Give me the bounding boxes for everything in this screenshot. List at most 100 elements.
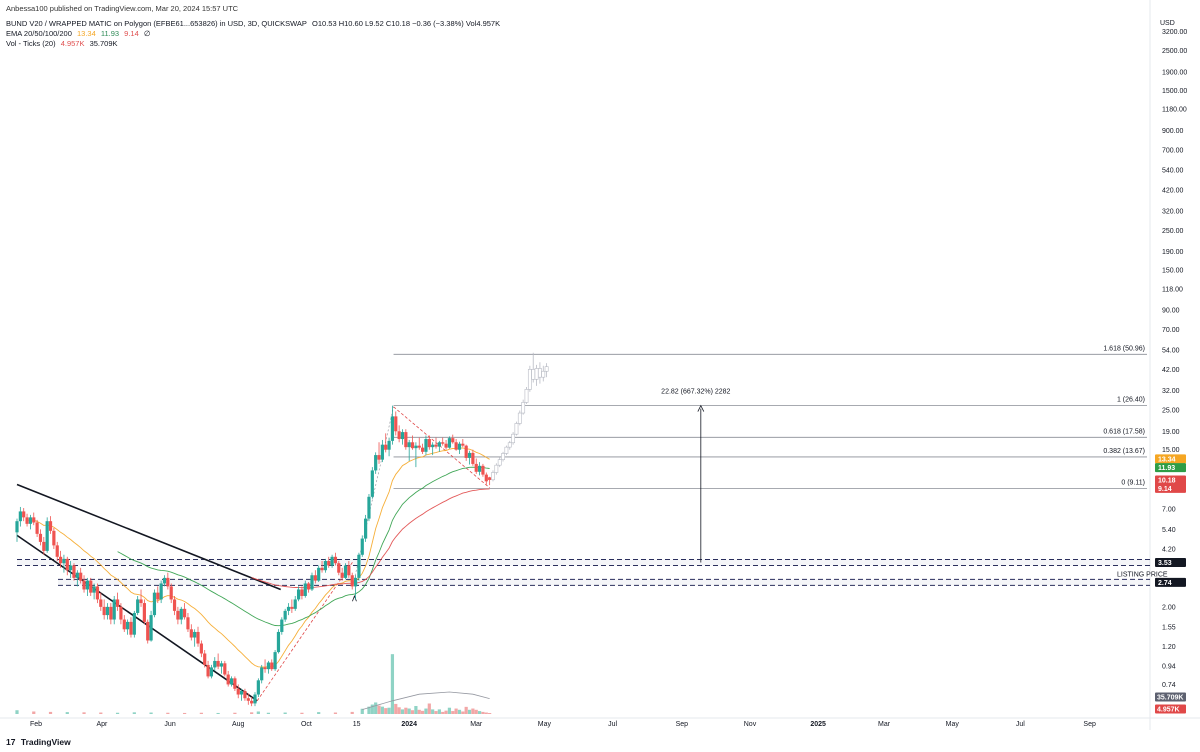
candle-body (414, 445, 418, 449)
y-tick-label: 7.00 (1162, 507, 1176, 514)
ema-200-value: ∅ (143, 29, 151, 38)
candle-body (384, 444, 388, 450)
candle-body (89, 580, 93, 593)
candle-body (85, 580, 89, 590)
projection-candle-body (527, 369, 532, 390)
volume-bar (216, 712, 220, 714)
candle-body (233, 678, 237, 689)
candle-body (397, 431, 401, 440)
candle-body (427, 439, 431, 448)
candle-body (307, 583, 311, 590)
x-tick-label: Oct (301, 721, 312, 728)
candle-body (72, 565, 76, 578)
x-tick-label: Mar (878, 721, 891, 728)
x-tick-label: Jun (164, 721, 175, 728)
candle-body (300, 589, 304, 596)
price-tag-label: 10.18 (1158, 477, 1176, 484)
volume-bar (467, 709, 472, 714)
symbol-line[interactable]: BUND V20 / WRAPPED MATIC on Polygon (EFB… (6, 19, 503, 29)
brand-name: TradingView (20, 737, 71, 747)
price-tag (1155, 577, 1186, 587)
volume-bar (380, 706, 384, 714)
y-tick-label: 42.00 (1162, 367, 1180, 374)
symbol-title[interactable]: BUND V20 / WRAPPED MATIC on Polygon (EFB… (6, 19, 307, 28)
volume-legend[interactable]: Vol - Ticks (20) 4.957K 35.709K (6, 39, 121, 49)
volume-bar (474, 709, 478, 714)
candle-body (79, 572, 83, 581)
candle-body (303, 583, 307, 596)
candle-body (263, 667, 267, 670)
wedge-upper-line (16, 483, 281, 591)
volume-tag-label: 4.957K (1157, 707, 1180, 714)
x-tick-label: Feb (30, 721, 42, 728)
candle-body (136, 599, 140, 613)
volume-bar (394, 703, 398, 714)
volume-bar (350, 711, 354, 714)
candle-body (407, 442, 411, 448)
y-tick-label: 1.55 (1162, 624, 1176, 631)
candle-body (15, 521, 19, 533)
volume-bar (471, 708, 475, 714)
ema-legend[interactable]: EMA 20/50/100/200 13.34 11.93 9.14 ∅ (6, 29, 153, 39)
projection-candle-body (544, 366, 549, 372)
candle-body (102, 606, 106, 616)
fib-level-label: 1 (26.40) (1117, 397, 1145, 404)
volume-ma-value: 35.709K (89, 39, 118, 48)
candle-body (447, 438, 452, 448)
volume-label[interactable]: Vol - Ticks (20) (6, 39, 56, 48)
volume-bar (183, 712, 187, 714)
ohlc-values: O10.53 H10.60 L9.52 C10.18 −0.36 (−3.38%… (312, 19, 501, 28)
price-tag (1155, 454, 1186, 464)
volume-bar (283, 712, 287, 714)
volume-bar (427, 703, 431, 714)
volume-bar (441, 711, 445, 714)
candle-body (296, 589, 301, 600)
candle-body (99, 599, 103, 607)
volume-bar (461, 711, 465, 714)
candle-body (266, 662, 271, 670)
x-tick-label: 15 (353, 721, 361, 728)
x-tick-label: Nov (744, 721, 757, 728)
tradingview-brand[interactable]: 17 TradingView (6, 737, 71, 747)
candle-body (65, 558, 69, 571)
candle-body (156, 592, 160, 600)
y-tick-label: 1.20 (1162, 644, 1176, 651)
projection-candle-body (504, 446, 509, 454)
x-tick-label: Sep (676, 721, 689, 728)
candle-body (69, 565, 73, 571)
candle-body (317, 567, 321, 581)
zone-band (17, 559, 1150, 566)
y-tick-label: 5.40 (1162, 527, 1176, 534)
volume-bar (400, 709, 405, 714)
candle-body (129, 621, 133, 635)
candle-body (42, 541, 46, 551)
volume-bar (377, 705, 381, 714)
candle-body (350, 575, 354, 587)
fib-level-label: 0.382 (13.67) (1103, 448, 1145, 455)
x-tick-label: Sep (1083, 721, 1096, 728)
y-tick-label: 420.00 (1162, 187, 1184, 194)
y-tick-label: 32.00 (1162, 388, 1180, 395)
candle-body (343, 565, 348, 578)
y-tick-label: 0.74 (1162, 682, 1176, 689)
y-tick-label: 1500.00 (1162, 88, 1187, 95)
candle-body (471, 452, 475, 464)
volume-bar (431, 709, 435, 714)
volume-layer (15, 654, 492, 714)
y-tick-label: 700.00 (1162, 147, 1184, 154)
volume-bar (421, 710, 425, 714)
projection-candle-body (507, 442, 512, 448)
published-line: Anbessa100 published on TradingView.com,… (6, 4, 241, 14)
candle-body (444, 443, 448, 448)
candle-body (112, 599, 116, 620)
x-tick-label: 2025 (810, 721, 826, 728)
volume-bar (457, 709, 462, 714)
ema-label[interactable]: EMA 20/50/100/200 (6, 29, 72, 38)
y-tick-label: 250.00 (1162, 228, 1184, 235)
volume-bar (65, 712, 69, 714)
candle-body (256, 680, 260, 695)
x-tick-label: Jul (1016, 721, 1025, 728)
drawing-layer: 22.82 (667.32%) 2282 (16, 389, 731, 702)
volume-bar (434, 711, 438, 714)
